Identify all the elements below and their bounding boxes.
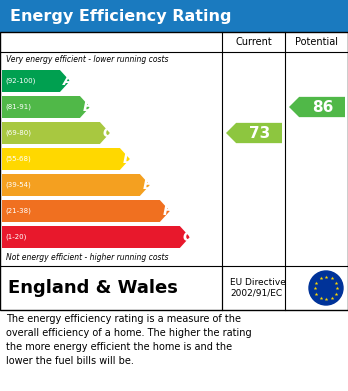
Polygon shape (226, 123, 282, 143)
Text: E: E (143, 178, 152, 192)
Polygon shape (2, 200, 170, 222)
Text: Potential: Potential (295, 37, 338, 47)
Text: (55-68): (55-68) (5, 156, 31, 162)
Circle shape (309, 271, 343, 305)
Text: EU Directive
2002/91/EC: EU Directive 2002/91/EC (230, 278, 286, 298)
Bar (0, 0, 348, 32)
Text: A: A (63, 74, 74, 88)
Text: 86: 86 (312, 99, 333, 115)
Polygon shape (2, 96, 90, 118)
Polygon shape (2, 174, 150, 196)
Text: (81-91): (81-91) (5, 104, 31, 110)
Polygon shape (2, 70, 70, 92)
Text: (92-100): (92-100) (5, 78, 35, 84)
Text: The energy efficiency rating is a measure of the
overall efficiency of a home. T: The energy efficiency rating is a measur… (6, 314, 252, 366)
Polygon shape (2, 122, 110, 144)
Polygon shape (2, 226, 190, 248)
Text: Very energy efficient - lower running costs: Very energy efficient - lower running co… (6, 56, 168, 65)
Text: 73: 73 (249, 126, 270, 140)
Polygon shape (2, 148, 130, 170)
Text: Not energy efficient - higher running costs: Not energy efficient - higher running co… (6, 253, 168, 262)
Text: C: C (103, 126, 113, 140)
Text: (21-38): (21-38) (5, 208, 31, 214)
Text: D: D (123, 152, 134, 166)
Text: (39-54): (39-54) (5, 182, 31, 188)
Text: F: F (163, 204, 172, 218)
Text: Energy Efficiency Rating: Energy Efficiency Rating (10, 9, 231, 23)
Polygon shape (289, 97, 345, 117)
Text: England & Wales: England & Wales (8, 279, 178, 297)
Text: G: G (183, 230, 194, 244)
Text: (69-80): (69-80) (5, 130, 31, 136)
Text: B: B (83, 100, 94, 114)
Text: Current: Current (235, 37, 272, 47)
Text: (1-20): (1-20) (5, 234, 26, 240)
Bar (0, 32, 348, 310)
